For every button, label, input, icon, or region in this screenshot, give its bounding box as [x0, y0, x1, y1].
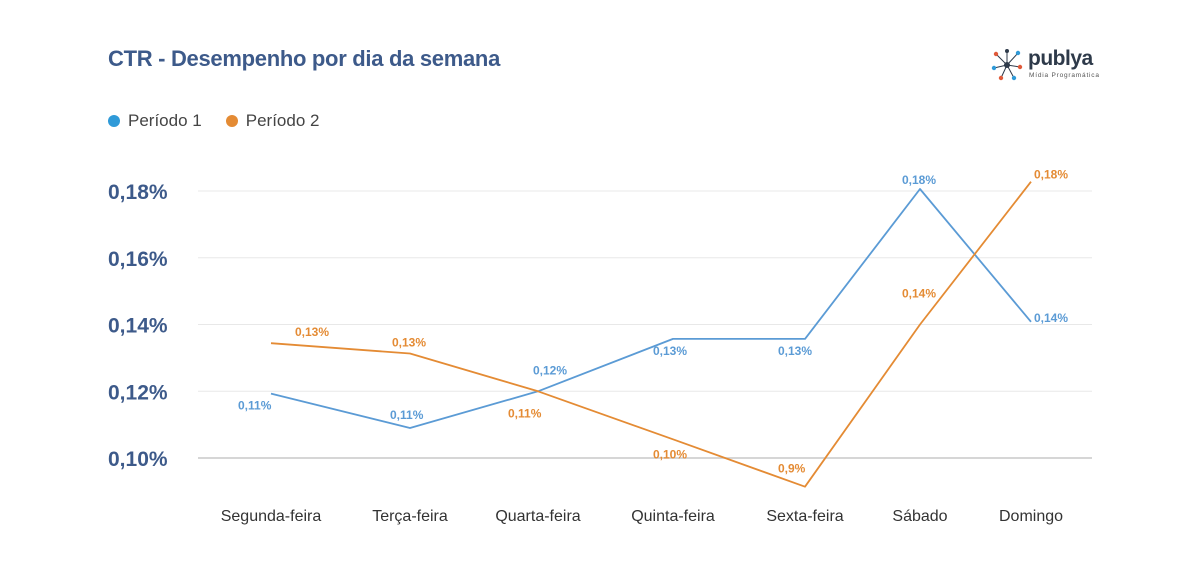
legend: Período 1 Período 2 — [108, 111, 343, 131]
x-tick-label: Terça-feira — [372, 508, 448, 525]
logo-tagline: Mídia Programática — [1029, 72, 1100, 79]
y-tick-label: 0,14% — [108, 315, 168, 338]
data-label: 0,13% — [653, 344, 687, 358]
data-label: 0,13% — [778, 344, 812, 358]
x-tick-label: Quarta-feira — [495, 508, 580, 525]
data-label: 0,10% — [653, 447, 687, 461]
x-tick-label: Sexta-feira — [766, 508, 843, 525]
y-tick-label: 0,10% — [108, 448, 168, 471]
x-tick-label: Segunda-feira — [221, 508, 322, 525]
data-label: 0,14% — [902, 287, 936, 301]
data-label: 0,11% — [238, 399, 272, 413]
x-tick-label: Domingo — [999, 508, 1063, 525]
data-label: 0,11% — [508, 406, 542, 420]
legend-dot-periodo-2 — [225, 115, 238, 127]
legend-item-periodo-2: Período 2 — [225, 111, 320, 131]
data-label: 0,11% — [390, 408, 424, 422]
y-tick-label: 0,16% — [108, 248, 168, 271]
legend-item-periodo-1: Período 1 — [108, 111, 202, 131]
logo-wordmark: publya — [1028, 47, 1093, 70]
legend-label-periodo-1: Período 1 — [128, 111, 202, 130]
y-tick-label: 0,12% — [108, 381, 168, 404]
data-label: 0,12% — [533, 363, 567, 377]
x-tick-label: Quinta-feira — [631, 508, 715, 525]
data-label: 0,13% — [392, 336, 426, 350]
data-label: 0,13% — [295, 325, 329, 339]
legend-dot-periodo-1 — [108, 115, 120, 127]
x-tick-label: Sábado — [892, 508, 947, 525]
publya-network-icon — [991, 49, 1023, 81]
data-label: 0,9% — [778, 462, 806, 476]
data-label: 0,18% — [1034, 168, 1068, 182]
y-tick-label: 0,18% — [108, 181, 168, 204]
series-line-1 — [270, 188, 1032, 429]
data-label: 0,18% — [902, 173, 936, 187]
series-line-2 — [270, 181, 1032, 488]
data-label: 0,14% — [1034, 311, 1068, 325]
publya-logo: publya Mídia Programática — [990, 46, 1100, 82]
legend-label-periodo-2: Período 2 — [245, 111, 320, 130]
chart-title: CTR - Desempenho por dia da semana — [108, 46, 500, 71]
